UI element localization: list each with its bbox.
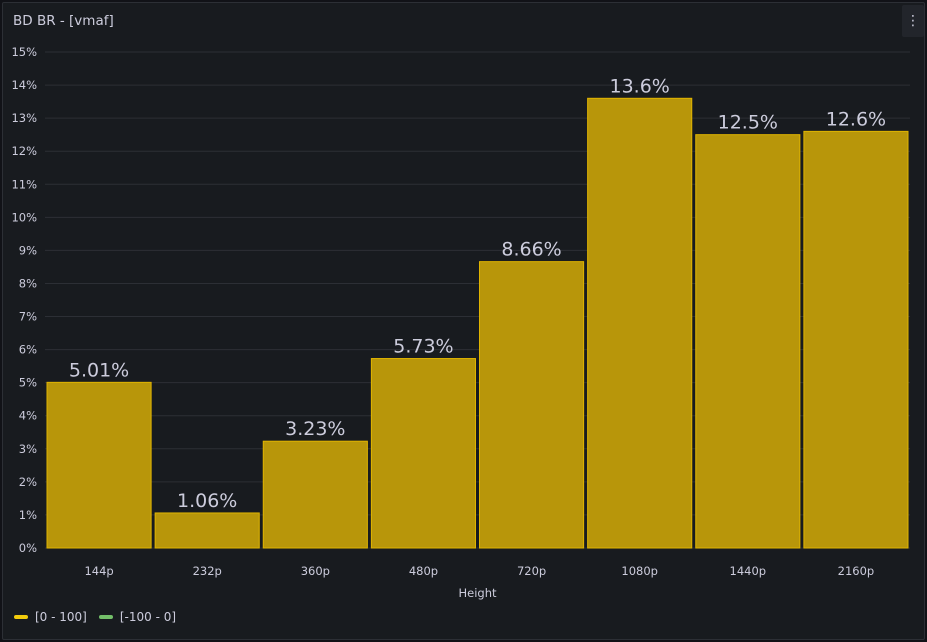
x-tick-label: 720p [517,564,546,578]
bar [803,130,909,549]
y-tick-label: 6% [19,343,37,357]
y-tick-label: 8% [19,276,37,290]
x-axis-label: Height [458,586,497,600]
bar [479,261,585,549]
y-tick-label: 11% [11,177,37,191]
y-tick-label: 12% [11,144,37,158]
y-tick-label: 10% [11,210,37,224]
y-tick-label: 15% [11,45,37,59]
data-label: 13.6% [610,75,670,97]
y-tick-label: 2% [19,475,37,489]
bar [370,358,476,549]
legend-item-positive[interactable]: [0 - 100] [14,610,87,624]
x-tick-label: 1080p [621,564,658,578]
x-tick-label: 2160p [838,564,875,578]
x-tick-label: 360p [301,564,330,578]
data-label: 8.66% [501,239,561,261]
y-tick-label: 5% [19,376,37,390]
x-tick-label: 232p [193,564,222,578]
y-tick-label: 1% [19,508,37,522]
data-label: 12.6% [826,108,886,130]
y-tick-label: 4% [19,409,37,423]
panel-title: BD BR - [vmaf] [13,13,114,29]
y-tick-label: 13% [11,111,37,125]
bar [262,440,368,549]
legend-label: [-100 - 0] [119,610,177,624]
bar [46,381,152,549]
data-label: 1.06% [177,490,237,512]
legend: [0 - 100] [-100 - 0] [14,610,176,624]
y-tick-label: 9% [19,243,37,257]
legend-swatch-yellow [14,615,28,619]
y-tick-label: 7% [19,310,37,324]
x-tick-label: 480p [409,564,438,578]
kebab-menu-icon[interactable]: ⋮ [902,5,924,37]
x-tick-label: 1440p [730,564,767,578]
legend-item-negative[interactable]: [-100 - 0] [98,610,177,624]
legend-label: [0 - 100] [35,610,87,624]
data-label: 5.73% [393,336,453,358]
data-label: 5.01% [69,359,129,381]
x-tick-label: 144p [84,564,113,578]
bar [695,134,801,549]
bar [154,512,260,549]
y-tick-label: 3% [19,442,37,456]
data-label: 12.5% [718,112,778,134]
y-tick-label: 0% [19,541,37,555]
y-tick-label: 14% [11,78,37,92]
legend-swatch-green [98,615,113,619]
bar [587,97,693,549]
data-label: 3.23% [285,418,345,440]
